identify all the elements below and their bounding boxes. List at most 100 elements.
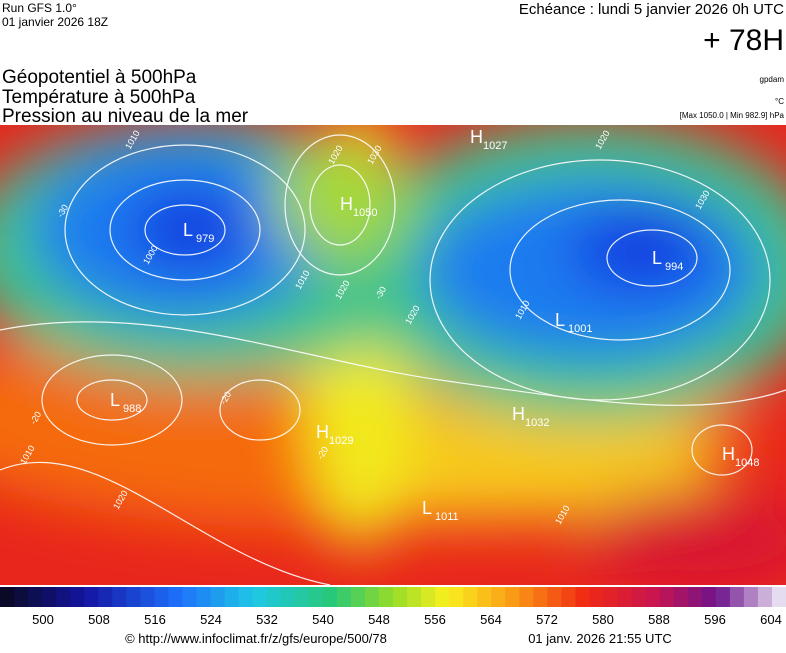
- colorbar-swatch: [252, 587, 268, 607]
- colorbar-swatch: [14, 587, 29, 607]
- source-url: © http://www.infoclimat.fr/z/gfs/europe/…: [125, 631, 387, 646]
- colorbar-tick-label: 580: [592, 612, 614, 627]
- run-date: 01 janvier 2026 18Z: [2, 15, 108, 29]
- colorbar-swatch: [505, 587, 520, 607]
- colorbar-swatch: [533, 587, 548, 607]
- colorbar-swatch: [308, 587, 324, 607]
- lead-time: + 78H: [703, 24, 784, 57]
- colorbar-swatch: [266, 587, 282, 607]
- pressure-kind: L: [422, 498, 432, 518]
- colorbar-tick-label: 524: [200, 612, 222, 627]
- colorbar-swatch: [350, 587, 366, 607]
- colorbar-swatch: [435, 587, 450, 607]
- run: Run GFS 1.0°: [2, 1, 77, 15]
- colorbar-swatch: [84, 587, 99, 607]
- pressure-value: 1029: [329, 435, 353, 447]
- pressure-kind: L: [110, 390, 120, 410]
- colorbar-swatch: [182, 587, 197, 607]
- colorbar-tick-label: 564: [480, 612, 502, 627]
- colorbar-swatch: [687, 587, 703, 607]
- colorbar-swatch: [294, 587, 310, 607]
- pressure-kind: H: [316, 422, 329, 442]
- colorbar-swatch: [378, 587, 394, 607]
- pressure-kind: L: [183, 220, 193, 240]
- colorbar-tick-label: 508: [88, 612, 110, 627]
- colorbar-swatch: [673, 587, 689, 607]
- colorbar-tick-label: 500: [32, 612, 54, 627]
- colorbar-tick-label: 540: [312, 612, 334, 627]
- colorbar-swatch: [575, 587, 590, 607]
- colorbar-swatch: [729, 587, 745, 607]
- colorbar-tick-label: 516: [144, 612, 166, 627]
- colorbar-swatch: [561, 587, 576, 607]
- colorbar-swatch: [322, 587, 338, 607]
- valid-time: Echéance : lundi 5 janvier 2026 0h UTC: [519, 1, 784, 18]
- pressure-kind: H: [470, 127, 483, 147]
- pressure-kind: H: [722, 444, 735, 464]
- colorbar-swatch: [519, 587, 534, 607]
- colorbar-swatch: [140, 587, 155, 607]
- colorbar-swatch: [715, 587, 731, 607]
- pressure-value: 994: [665, 261, 683, 273]
- colorbar-tick-label: 572: [536, 612, 558, 627]
- colorbar-tick-label: 556: [424, 612, 446, 627]
- colorbar-swatch: [449, 587, 464, 607]
- colorbar-tick-label: 532: [256, 612, 278, 627]
- pressure-value: 1001: [568, 323, 592, 335]
- colorbar-swatch: [196, 587, 212, 607]
- colorbar-swatch: [112, 587, 127, 607]
- colorbar-swatch: [603, 587, 619, 607]
- title: Température à 500hPa: [2, 87, 196, 108]
- colorbar-swatch: [757, 587, 773, 607]
- unit: [Max 1050.0 | Min 982.9] hPa: [680, 111, 785, 120]
- colorbar-swatch: [645, 587, 661, 607]
- colorbar-swatch: [238, 587, 254, 607]
- colorbar-swatch: [0, 587, 15, 607]
- colorbar-swatch: [42, 587, 57, 607]
- colorbar-tick-label: 548: [368, 612, 390, 627]
- colorbar-swatch: [463, 587, 478, 607]
- colorbar-swatch: [631, 587, 647, 607]
- title: Pression au niveau de la mer: [2, 106, 249, 127]
- pressure-value: 1027: [483, 140, 507, 152]
- colorbar-swatch: [771, 587, 786, 607]
- unit: gpdam: [760, 75, 785, 84]
- colorbar-swatch: [154, 587, 169, 607]
- pressure-value: 988: [123, 403, 141, 415]
- colorbar-swatch: [364, 587, 380, 607]
- colorbar-swatch: [589, 587, 605, 607]
- pressure-kind: H: [512, 404, 525, 424]
- pressure-value: 1048: [735, 457, 759, 469]
- colorbar-swatch: [280, 587, 296, 607]
- colorbar-swatch: [210, 587, 226, 607]
- colorbar-tick-label: 588: [648, 612, 670, 627]
- colorbar-swatch: [56, 587, 71, 607]
- colorbar-swatch: [701, 587, 717, 607]
- colorbar-swatch: [659, 587, 675, 607]
- pressure-kind: L: [555, 310, 565, 330]
- colorbar-swatch: [547, 587, 562, 607]
- pressure-kind: L: [652, 248, 662, 268]
- colorbar-swatch: [421, 587, 436, 607]
- colorbar-tick-label: 604: [760, 612, 782, 627]
- pressure-kind: H: [340, 194, 353, 214]
- colorbar-swatch: [224, 587, 240, 607]
- pressure-value: 1011: [435, 511, 459, 523]
- colorbar-swatch: [491, 587, 506, 607]
- colorbar: 500 508 516 524 532 540 548 556 564 572 580 588 596 6…: [0, 587, 786, 627]
- colorbar-swatch: [617, 587, 633, 607]
- title: Géopotentiel à 500hPa: [2, 67, 197, 88]
- colorbar-swatch: [393, 587, 408, 607]
- colorbar-swatch: [407, 587, 422, 607]
- colorbar-swatch: [98, 587, 113, 607]
- colorbar-swatch: [126, 587, 141, 607]
- timestamp: 01 janv. 2026 21:55 UTC: [528, 631, 672, 646]
- colorbar-tick-label: 596: [704, 612, 726, 627]
- colorbar-swatch: [743, 587, 759, 607]
- colorbar-swatch: [168, 587, 183, 607]
- pressure-value: 1032: [525, 417, 549, 429]
- unit: °C: [775, 97, 784, 106]
- colorbar-swatch: [336, 587, 352, 607]
